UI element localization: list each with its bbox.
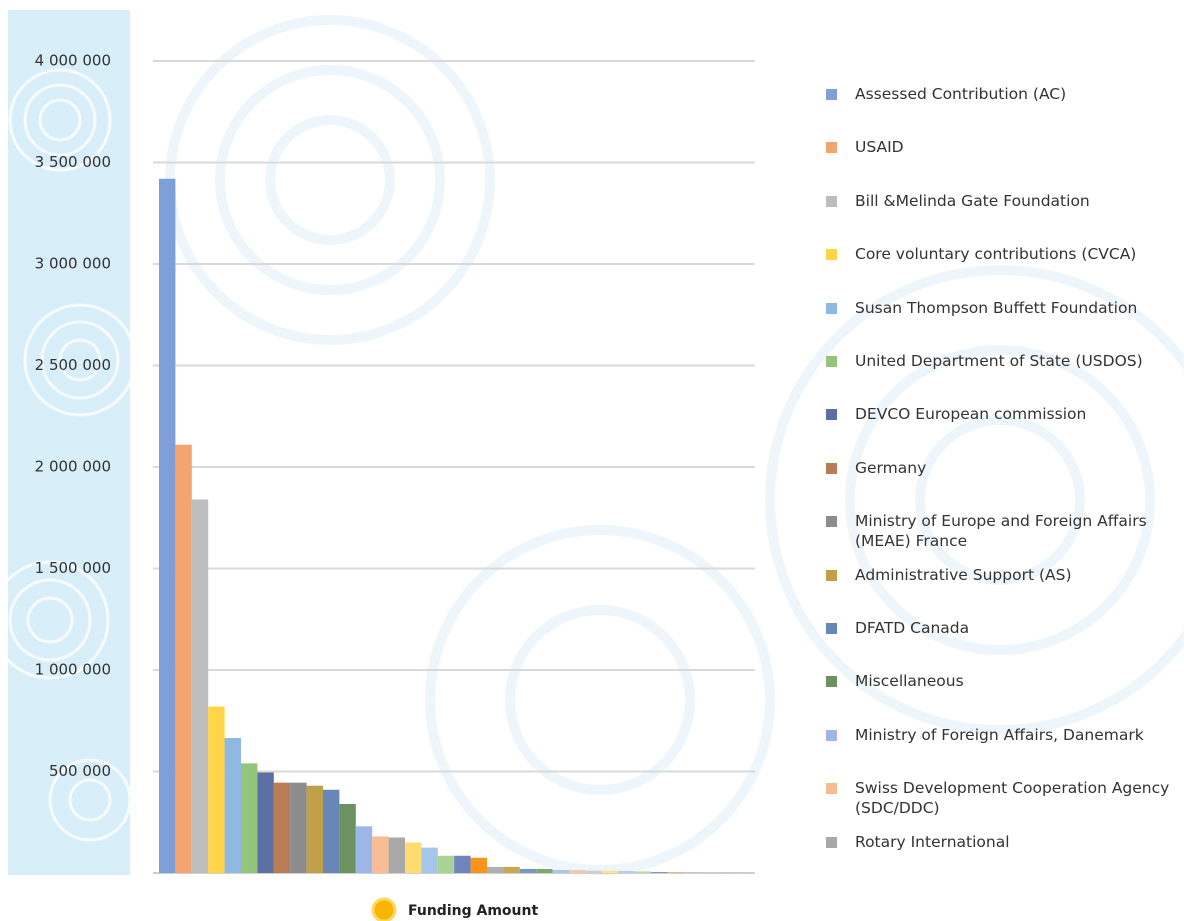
legend-label: Swiss Development Cooperation Agency (SD… xyxy=(855,779,1170,818)
bar xyxy=(437,855,455,873)
legend-item: Rotary International xyxy=(826,832,1010,852)
bar xyxy=(454,855,471,873)
legend-label: Miscellaneous xyxy=(855,672,964,691)
bar xyxy=(618,870,635,873)
bar xyxy=(372,836,389,873)
bar xyxy=(536,868,553,873)
bar xyxy=(487,866,504,873)
bar xyxy=(191,499,209,873)
legend-label: Rotary International xyxy=(855,832,1010,851)
legend-item: Core voluntary contributions (CVCA) xyxy=(826,244,1136,264)
legend-label: United Department of State (USDOS) xyxy=(855,352,1143,370)
y-tick-label: 1 000 000 xyxy=(35,661,111,679)
bar xyxy=(159,178,176,874)
background-pattern xyxy=(165,15,1184,875)
legend-swatch xyxy=(826,569,837,581)
legend-swatch xyxy=(826,142,837,154)
bar xyxy=(355,826,373,873)
y-tick-label: 2 000 000 xyxy=(35,458,111,476)
legend-item: Susan Thompson Buffett Foundation xyxy=(826,298,1137,318)
y-tick-label: 3 000 000 xyxy=(35,255,111,273)
legend-label: Assessed Contribution (AC) xyxy=(855,85,1067,103)
legend-item: DFATD Canada xyxy=(826,618,969,638)
bar xyxy=(323,789,340,873)
bar xyxy=(224,738,241,873)
legend-swatch xyxy=(826,409,837,421)
legend-swatch xyxy=(826,836,837,848)
legend-swatch xyxy=(826,623,837,634)
y-tick-label: 2 500 000 xyxy=(35,356,111,374)
bar xyxy=(651,871,668,873)
bar xyxy=(175,444,192,873)
legend-item: Miscellaneous xyxy=(826,671,964,691)
side-pattern xyxy=(0,68,137,842)
legend-label: USAID xyxy=(855,138,904,157)
legend-item: Ministry of Foreign Affairs, Danemark xyxy=(826,725,1144,745)
bar xyxy=(421,847,438,873)
legend-label: Ministry of Europe and Foreign Affairs (… xyxy=(855,512,1147,551)
y-tick-label: 1 500 000 xyxy=(35,559,111,577)
legend-swatch xyxy=(826,356,837,367)
legend-item: DEVCO European commission xyxy=(826,404,1086,424)
legend-marker xyxy=(371,897,397,921)
bar xyxy=(585,870,602,873)
legend-item: Germany xyxy=(826,458,926,478)
bar xyxy=(306,785,323,873)
bar xyxy=(273,782,291,873)
bar xyxy=(257,772,274,873)
bar xyxy=(388,837,405,873)
legend-swatch xyxy=(826,249,837,261)
bar xyxy=(208,706,225,873)
legend-swatch xyxy=(826,89,837,100)
bar xyxy=(634,871,651,873)
bar xyxy=(519,868,537,873)
legend-item: USAID xyxy=(826,137,904,157)
legend-item: Assessed Contribution (AC) xyxy=(826,84,1066,104)
bar xyxy=(405,842,422,873)
bar xyxy=(601,870,619,873)
legend-swatch xyxy=(826,195,837,207)
bar xyxy=(339,803,356,873)
legend-swatch xyxy=(826,462,837,474)
legend-item: Administrative Support (AS) xyxy=(826,565,1072,585)
legend-label: Core voluntary contributions (CVCA) xyxy=(855,245,1137,264)
legend-label: Ministry of Foreign Affairs, Danemark xyxy=(855,725,1144,744)
legend-label: DFATD Canada xyxy=(855,619,970,637)
bar xyxy=(667,872,684,873)
legend-swatch xyxy=(826,729,837,741)
legend-swatch xyxy=(826,676,837,688)
legend-item: Bill &Melinda Gate Foundation xyxy=(826,191,1090,211)
legend-label: Germany xyxy=(855,458,927,477)
bar xyxy=(290,782,307,873)
side-panel xyxy=(8,10,130,875)
legend-label: DEVCO European commission xyxy=(855,405,1087,424)
legend-label: Bill &Melinda Gate Foundation xyxy=(855,191,1090,210)
bar xyxy=(470,857,487,873)
legend-swatch xyxy=(826,516,837,528)
bar xyxy=(503,866,520,873)
y-tick-label: 4 000 000 xyxy=(35,52,111,70)
legend-swatch xyxy=(826,302,837,314)
legend-item: Ministry of Europe and Foreign Affairs (… xyxy=(826,511,1182,551)
series-label: Funding Amount xyxy=(408,903,538,919)
legend-item: United Department of State (USDOS) xyxy=(826,351,1143,371)
legend-item: Swiss Development Cooperation Agency (SD… xyxy=(826,778,1182,818)
legend-label: Administrative Support (AS) xyxy=(855,565,1072,584)
bar xyxy=(552,869,569,873)
bar xyxy=(569,869,586,873)
bar xyxy=(241,763,258,873)
legend-swatch xyxy=(826,783,837,795)
y-tick-label: 500 000 xyxy=(49,762,111,780)
y-tick-label: 3 500 000 xyxy=(35,153,111,171)
legend-label: Susan Thompson Buffett Foundation xyxy=(855,298,1138,317)
